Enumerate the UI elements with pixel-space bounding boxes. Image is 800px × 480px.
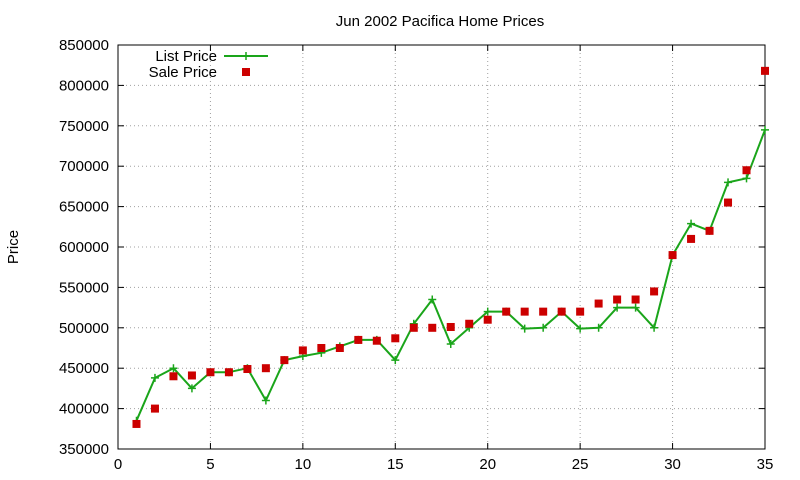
y-tick-label: 550000	[59, 279, 109, 296]
list-price-point	[391, 356, 400, 365]
list-price-point	[631, 303, 640, 312]
x-tick-label: 0	[114, 456, 122, 473]
sale-price-point	[520, 307, 529, 316]
legend-plus-marker	[242, 52, 250, 60]
list-price-line	[135, 129, 766, 422]
sale-price-point	[668, 251, 677, 260]
sale-price-point	[132, 419, 141, 428]
list-price-point	[187, 384, 196, 393]
sale-price-point	[428, 323, 437, 332]
x-tick-label: 20	[479, 456, 496, 473]
list-price-point	[742, 174, 751, 183]
legend-swatch-sale-price	[242, 68, 250, 76]
sale-price-point	[261, 364, 270, 373]
sale-price-point	[613, 295, 622, 304]
sale-price-point	[594, 299, 603, 308]
sale-price-point	[354, 335, 363, 344]
x-tick-label: 35	[757, 456, 774, 473]
legend-label-sale-price: Sale Price	[149, 64, 217, 81]
y-tick-label: 650000	[59, 199, 109, 216]
sale-price-point	[576, 307, 585, 316]
sale-price-point	[150, 404, 159, 413]
list-price-point	[483, 307, 492, 316]
sale-price-point	[687, 234, 696, 243]
plot-frame	[117, 44, 766, 450]
sale-price-point	[335, 344, 344, 352]
y-tick-label: 700000	[59, 158, 109, 175]
list-price-point	[594, 323, 603, 332]
list-price-point	[613, 303, 622, 312]
sale-price-point	[187, 371, 196, 380]
y-tick-label: 600000	[59, 239, 109, 256]
legend-swatch-list-price	[224, 52, 268, 60]
series-layer	[132, 66, 769, 428]
sale-price-point	[243, 365, 252, 374]
tick-labels: 0 5 10 15 20 25 30 35 350000 400000 450000 500000 55…	[59, 37, 773, 473]
sale-price-point	[409, 323, 418, 332]
sale-price-point	[724, 198, 733, 207]
list-price-point	[428, 295, 437, 304]
x-tick-label: 5	[206, 456, 214, 473]
x-tick-label: 25	[572, 456, 589, 473]
y-tick-label: 400000	[59, 401, 109, 418]
list-price-point	[724, 178, 733, 187]
y-tick-label: 450000	[59, 360, 109, 377]
sale-price-point	[742, 166, 751, 175]
x-tick-label: 10	[295, 456, 312, 473]
grid	[118, 45, 765, 449]
sale-price-point	[298, 346, 307, 355]
sale-price-point	[206, 368, 215, 377]
x-tick-label: 30	[664, 456, 681, 473]
sale-price-point	[391, 334, 400, 343]
sale-price-point	[224, 368, 233, 377]
list-price-point	[261, 396, 270, 405]
list-price-point	[576, 324, 585, 333]
axis-ticks	[117, 44, 766, 450]
legend-square-marker	[242, 68, 250, 76]
sale-price-point	[502, 307, 511, 316]
y-tick-label: 850000	[59, 37, 109, 54]
sale-price-point	[631, 295, 640, 304]
list-price-point	[539, 323, 548, 332]
legend-label-list-price: List Price	[155, 48, 217, 65]
sale-price-point	[557, 307, 566, 316]
x-tick-label: 15	[387, 456, 404, 473]
list-price-point	[687, 219, 696, 228]
y-tick-label: 800000	[59, 77, 109, 94]
legend: List Price Sale Price	[149, 48, 268, 81]
list-price-point	[520, 324, 529, 333]
y-tick-label: 350000	[59, 441, 109, 458]
list-price-point	[650, 323, 659, 332]
list-price-point	[169, 364, 178, 373]
sale-price-point	[705, 226, 714, 235]
list-price-point	[446, 339, 455, 348]
y-tick-label: 750000	[59, 118, 109, 135]
sale-price-point	[761, 66, 769, 75]
list-price-point	[150, 373, 159, 382]
sale-price-point	[465, 319, 474, 328]
sale-price-point	[650, 287, 659, 296]
y-tick-label: 500000	[59, 320, 109, 337]
sale-price-point	[169, 372, 178, 381]
sale-price-point	[372, 336, 381, 345]
sale-price-point	[280, 356, 289, 365]
sale-price-point	[446, 322, 455, 331]
sale-price-point	[317, 344, 326, 352]
list-price-point	[761, 125, 769, 134]
chart-title: Jun 2002 Pacifica Home Prices	[336, 13, 544, 30]
sale-price-point	[483, 315, 492, 324]
y-axis-label: Price	[5, 230, 22, 264]
sale-price-point	[539, 307, 548, 316]
